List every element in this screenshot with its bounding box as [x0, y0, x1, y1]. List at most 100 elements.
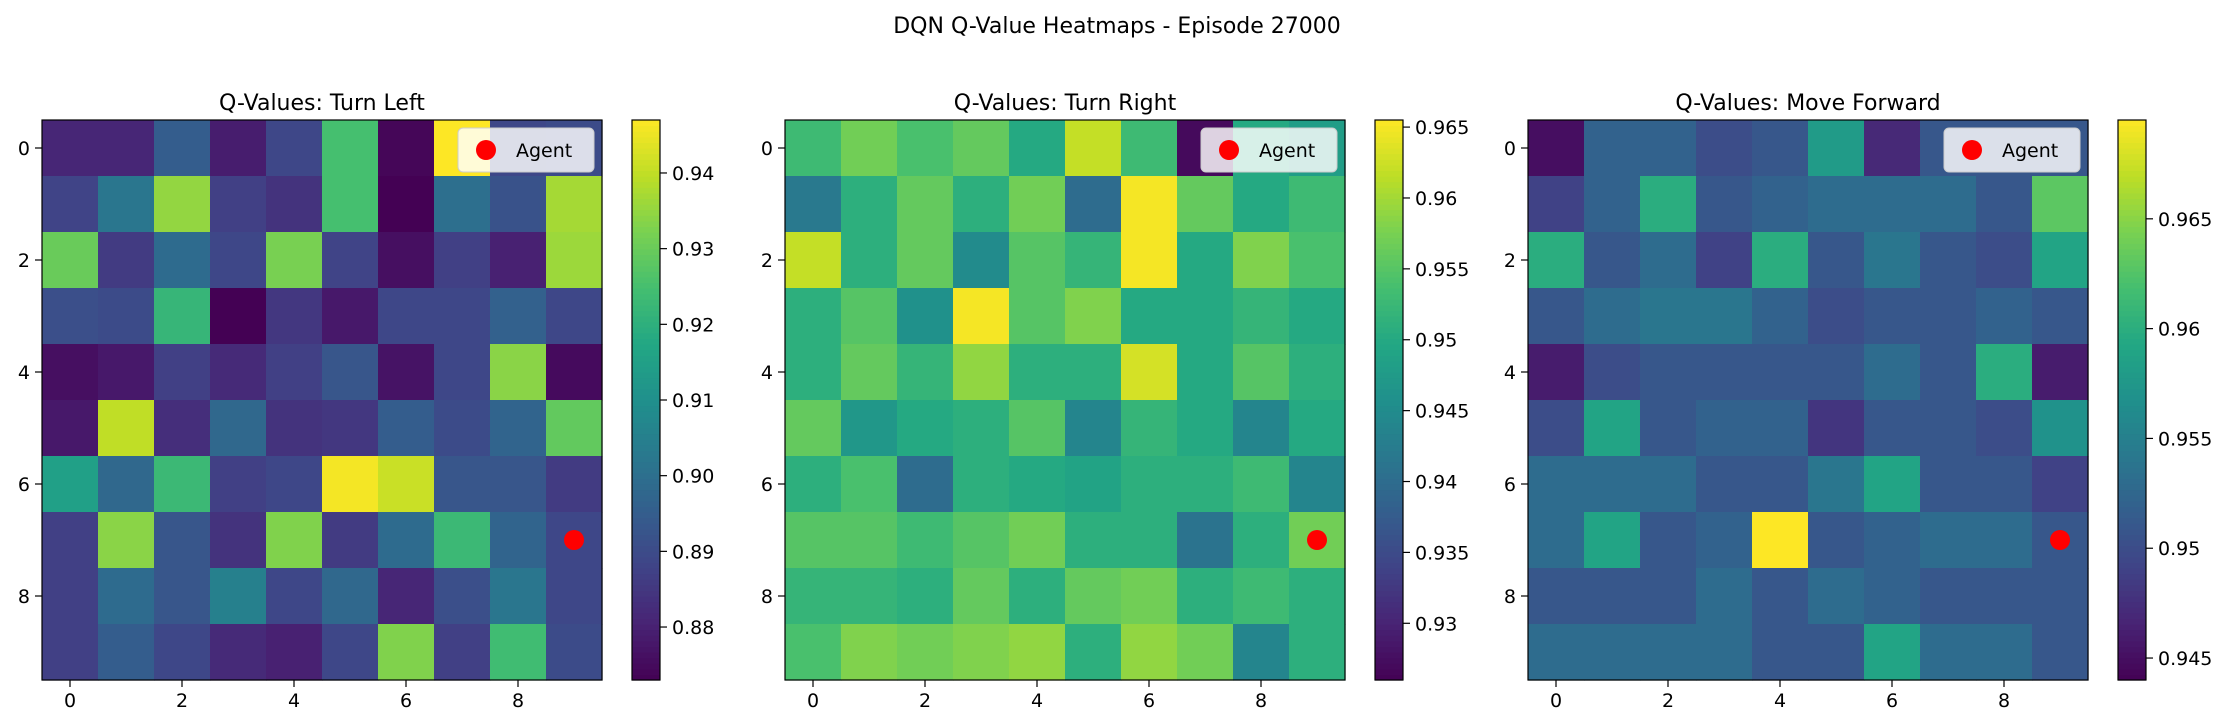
colorbar-segment: [632, 131, 660, 138]
colorbar-segment: [632, 629, 660, 636]
heatmap-cell: [98, 456, 155, 513]
colorbar-segment: [2118, 523, 2146, 530]
colorbar-segment: [2118, 209, 2146, 216]
heatmap-cell: [1177, 232, 1234, 289]
colorbar-segment: [1375, 366, 1403, 373]
heatmap-cell: [1640, 568, 1697, 625]
heatmap-cell: [785, 120, 842, 177]
heatmap-cell: [1009, 400, 1066, 457]
colorbar-segment: [632, 500, 660, 507]
colorbar-segment: [632, 411, 660, 418]
heatmap-cell: [1808, 624, 1865, 681]
heatmap-cell: [1640, 400, 1697, 457]
colorbar-segment: [1375, 422, 1403, 429]
heatmap-cell: [1976, 344, 2033, 401]
heatmap-cell: [154, 344, 211, 401]
heatmap-cell: [897, 456, 954, 513]
colorbar-segment: [632, 652, 660, 659]
colorbar-segment: [632, 187, 660, 194]
heatmap-cell: [953, 232, 1010, 289]
colorbar-segment: [2118, 596, 2146, 603]
colorbar-segment: [2118, 601, 2146, 608]
colorbar-tick-label: 0.96: [2158, 319, 2200, 341]
heatmap-cell: [42, 400, 99, 457]
colorbar-segment: [2118, 618, 2146, 625]
heatmap-cell: [42, 512, 99, 569]
heatmap-cell: [434, 400, 491, 457]
heatmap-cell: [1864, 288, 1921, 345]
heatmap-cell: [2032, 344, 2089, 401]
colorbar-segment: [2118, 506, 2146, 513]
heatmap-cell: [1640, 176, 1697, 233]
heatmap-cell: [1920, 344, 1977, 401]
colorbar-segment: [2118, 590, 2146, 597]
colorbar-tick-label: 0.88: [672, 617, 714, 639]
colorbar-segment: [632, 327, 660, 334]
colorbar-segment: [2118, 607, 2146, 614]
colorbar-segment: [632, 562, 660, 569]
colorbar-segment: [1375, 652, 1403, 659]
colorbar-segment: [632, 153, 660, 160]
colorbar-segment: [632, 276, 660, 283]
colorbar-segment: [2118, 456, 2146, 463]
colorbar-segment: [2118, 355, 2146, 362]
colorbar-segment: [1375, 383, 1403, 390]
heatmap-cell: [546, 344, 603, 401]
colorbar-segment: [632, 344, 660, 351]
colorbar-segment: [1375, 243, 1403, 250]
colorbar-segment: [1375, 612, 1403, 619]
heatmap-cell: [1640, 288, 1697, 345]
colorbar-segment: [1375, 388, 1403, 395]
colorbar-segment: [1375, 484, 1403, 491]
heatmap-cell: [841, 400, 898, 457]
heatmap-cell: [1177, 456, 1234, 513]
colorbar-segment: [2118, 220, 2146, 227]
colorbar-segment: [1375, 170, 1403, 177]
colorbar-segment: [632, 164, 660, 171]
colorbar-segment: [1375, 209, 1403, 216]
heatmap-cell: [154, 120, 211, 177]
colorbar-segment: [1375, 478, 1403, 485]
figure-suptitle: DQN Q-Value Heatmaps - Episode 27000: [893, 14, 1341, 39]
heatmap-cell: [2032, 568, 2089, 625]
colorbar-segment: [1375, 489, 1403, 496]
heatmap-cell: [785, 624, 842, 681]
heatmap-cell: [1584, 400, 1641, 457]
heatmap-cell: [98, 120, 155, 177]
colorbar-segment: [1375, 349, 1403, 356]
heatmap-cell: [897, 176, 954, 233]
colorbar-segment: [2118, 226, 2146, 233]
heatmap-cell: [210, 512, 267, 569]
colorbar-tick-label: 0.92: [672, 314, 714, 336]
agent-marker: [564, 530, 584, 550]
colorbar-segment: [632, 226, 660, 233]
colorbar-segment: [1375, 640, 1403, 647]
colorbar-segment: [2118, 310, 2146, 317]
colorbar-segment: [2118, 321, 2146, 328]
colorbar-segment: [2118, 332, 2146, 339]
heatmap-cell: [1233, 400, 1290, 457]
colorbar-segment: [2118, 624, 2146, 631]
heatmap-cell: [2032, 400, 2089, 457]
colorbar-segment: [632, 540, 660, 547]
colorbar-segment: [1375, 601, 1403, 608]
heatmap-cell: [322, 568, 379, 625]
heatmap-cell: [434, 624, 491, 681]
heatmap-cell: [1009, 232, 1066, 289]
colorbar-segment: [2118, 232, 2146, 239]
heatmap-cell: [210, 344, 267, 401]
heatmap-cell: [1752, 456, 1809, 513]
colorbar-segment: [1375, 148, 1403, 155]
y-tick-label: 2: [761, 250, 773, 272]
colorbar-segment: [632, 534, 660, 541]
colorbar-tick-label: 0.91: [672, 390, 714, 412]
colorbar-segment: [632, 640, 660, 647]
heatmap-cell: [42, 456, 99, 513]
heatmap-cell: [1584, 232, 1641, 289]
y-tick-label: 4: [1504, 362, 1516, 384]
heatmap-frame: [41, 119, 603, 681]
colorbar-tick-label: 0.935: [1415, 542, 1469, 564]
heatmap-cell: [1065, 288, 1122, 345]
y-tick-label: 2: [1504, 250, 1516, 272]
colorbar-segment: [2118, 260, 2146, 267]
